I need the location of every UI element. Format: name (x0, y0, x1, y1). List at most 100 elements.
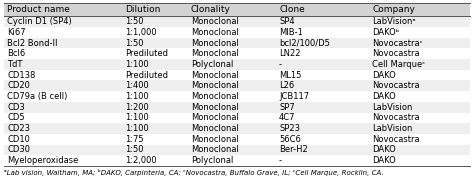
Text: Monoclonal: Monoclonal (191, 17, 239, 26)
Bar (276, 70, 369, 80)
Text: 1:50: 1:50 (126, 17, 144, 26)
Text: Bcl6: Bcl6 (7, 49, 25, 58)
Bar (188, 27, 276, 38)
Text: 1:100: 1:100 (126, 60, 149, 69)
Bar (4, 3, 122, 16)
Bar (4, 145, 122, 155)
Bar (276, 59, 369, 70)
Bar (188, 70, 276, 80)
Text: 1:50: 1:50 (126, 146, 144, 155)
Bar (122, 134, 188, 145)
Bar (276, 134, 369, 145)
Text: DAKO: DAKO (372, 92, 396, 101)
Text: Novocastraᶜ: Novocastraᶜ (372, 39, 423, 48)
Bar (369, 145, 470, 155)
Text: 1:1,000: 1:1,000 (126, 28, 157, 37)
Text: Ki67: Ki67 (7, 28, 26, 37)
Bar (276, 91, 369, 102)
Bar (188, 123, 276, 134)
Text: 1:100: 1:100 (126, 113, 149, 122)
Text: MIB-1: MIB-1 (279, 28, 303, 37)
Bar (4, 27, 122, 38)
Text: DAKO: DAKO (372, 71, 396, 80)
Text: Monoclonal: Monoclonal (191, 92, 239, 101)
Text: Novocastra: Novocastra (372, 135, 420, 144)
Bar (4, 70, 122, 80)
Bar (276, 16, 369, 27)
Text: Monoclonal: Monoclonal (191, 103, 239, 112)
Bar (188, 112, 276, 123)
Bar (188, 145, 276, 155)
Bar (188, 38, 276, 49)
Text: 1:400: 1:400 (126, 81, 149, 90)
Bar (4, 38, 122, 49)
Bar (369, 3, 470, 16)
Text: 4C7: 4C7 (279, 113, 296, 122)
Text: CD23: CD23 (7, 124, 30, 133)
Text: Monoclonal: Monoclonal (191, 28, 239, 37)
Text: 1:100: 1:100 (126, 124, 149, 133)
Bar (4, 91, 122, 102)
Text: LabVision: LabVision (372, 103, 413, 112)
Text: Monoclonal: Monoclonal (191, 81, 239, 90)
Text: CD20: CD20 (7, 81, 30, 90)
Text: LN22: LN22 (279, 49, 301, 58)
Text: Monoclonal: Monoclonal (191, 113, 239, 122)
Text: SP4: SP4 (279, 17, 295, 26)
Bar (276, 49, 369, 59)
Text: Novocastra: Novocastra (372, 49, 420, 58)
Bar (369, 134, 470, 145)
Bar (188, 155, 276, 166)
Bar (4, 123, 122, 134)
Bar (122, 49, 188, 59)
Bar (122, 70, 188, 80)
Text: -: - (279, 156, 282, 165)
Text: JCB117: JCB117 (279, 92, 309, 101)
Text: Novocastra: Novocastra (372, 81, 420, 90)
Bar (276, 80, 369, 91)
Text: Prediluted: Prediluted (126, 71, 168, 80)
Text: Ber-H2: Ber-H2 (279, 146, 308, 155)
Bar (276, 155, 369, 166)
Bar (369, 38, 470, 49)
Bar (122, 145, 188, 155)
Bar (122, 3, 188, 16)
Bar (122, 123, 188, 134)
Text: Monoclonal: Monoclonal (191, 146, 239, 155)
Text: 1:50: 1:50 (126, 39, 144, 48)
Text: Company: Company (372, 5, 415, 14)
Text: Product name: Product name (7, 5, 70, 14)
Text: 56C6: 56C6 (279, 135, 301, 144)
Bar (369, 49, 470, 59)
Text: 1:2,000: 1:2,000 (126, 156, 157, 165)
Bar (4, 155, 122, 166)
Bar (4, 59, 122, 70)
Text: Novocastra: Novocastra (372, 113, 420, 122)
Bar (369, 102, 470, 112)
Bar (122, 59, 188, 70)
Bar (369, 155, 470, 166)
Bar (122, 112, 188, 123)
Text: bcl2/100/D5: bcl2/100/D5 (279, 39, 330, 48)
Text: LabVision: LabVision (372, 124, 413, 133)
Text: CD79a (B cell): CD79a (B cell) (7, 92, 67, 101)
Text: CD5: CD5 (7, 113, 25, 122)
Bar (188, 16, 276, 27)
Text: Monoclonal: Monoclonal (191, 49, 239, 58)
Bar (369, 16, 470, 27)
Text: DAKO: DAKO (372, 146, 396, 155)
Bar (4, 112, 122, 123)
Bar (188, 59, 276, 70)
Bar (122, 155, 188, 166)
Bar (369, 70, 470, 80)
Text: CD3: CD3 (7, 103, 25, 112)
Text: Myeloperoxidase: Myeloperoxidase (7, 156, 78, 165)
Text: Clone: Clone (279, 5, 305, 14)
Text: -: - (279, 60, 282, 69)
Text: DAKOᵇ: DAKOᵇ (372, 28, 400, 37)
Text: 1:75: 1:75 (126, 135, 144, 144)
Bar (188, 102, 276, 112)
Bar (276, 112, 369, 123)
Text: SP23: SP23 (279, 124, 300, 133)
Bar (276, 3, 369, 16)
